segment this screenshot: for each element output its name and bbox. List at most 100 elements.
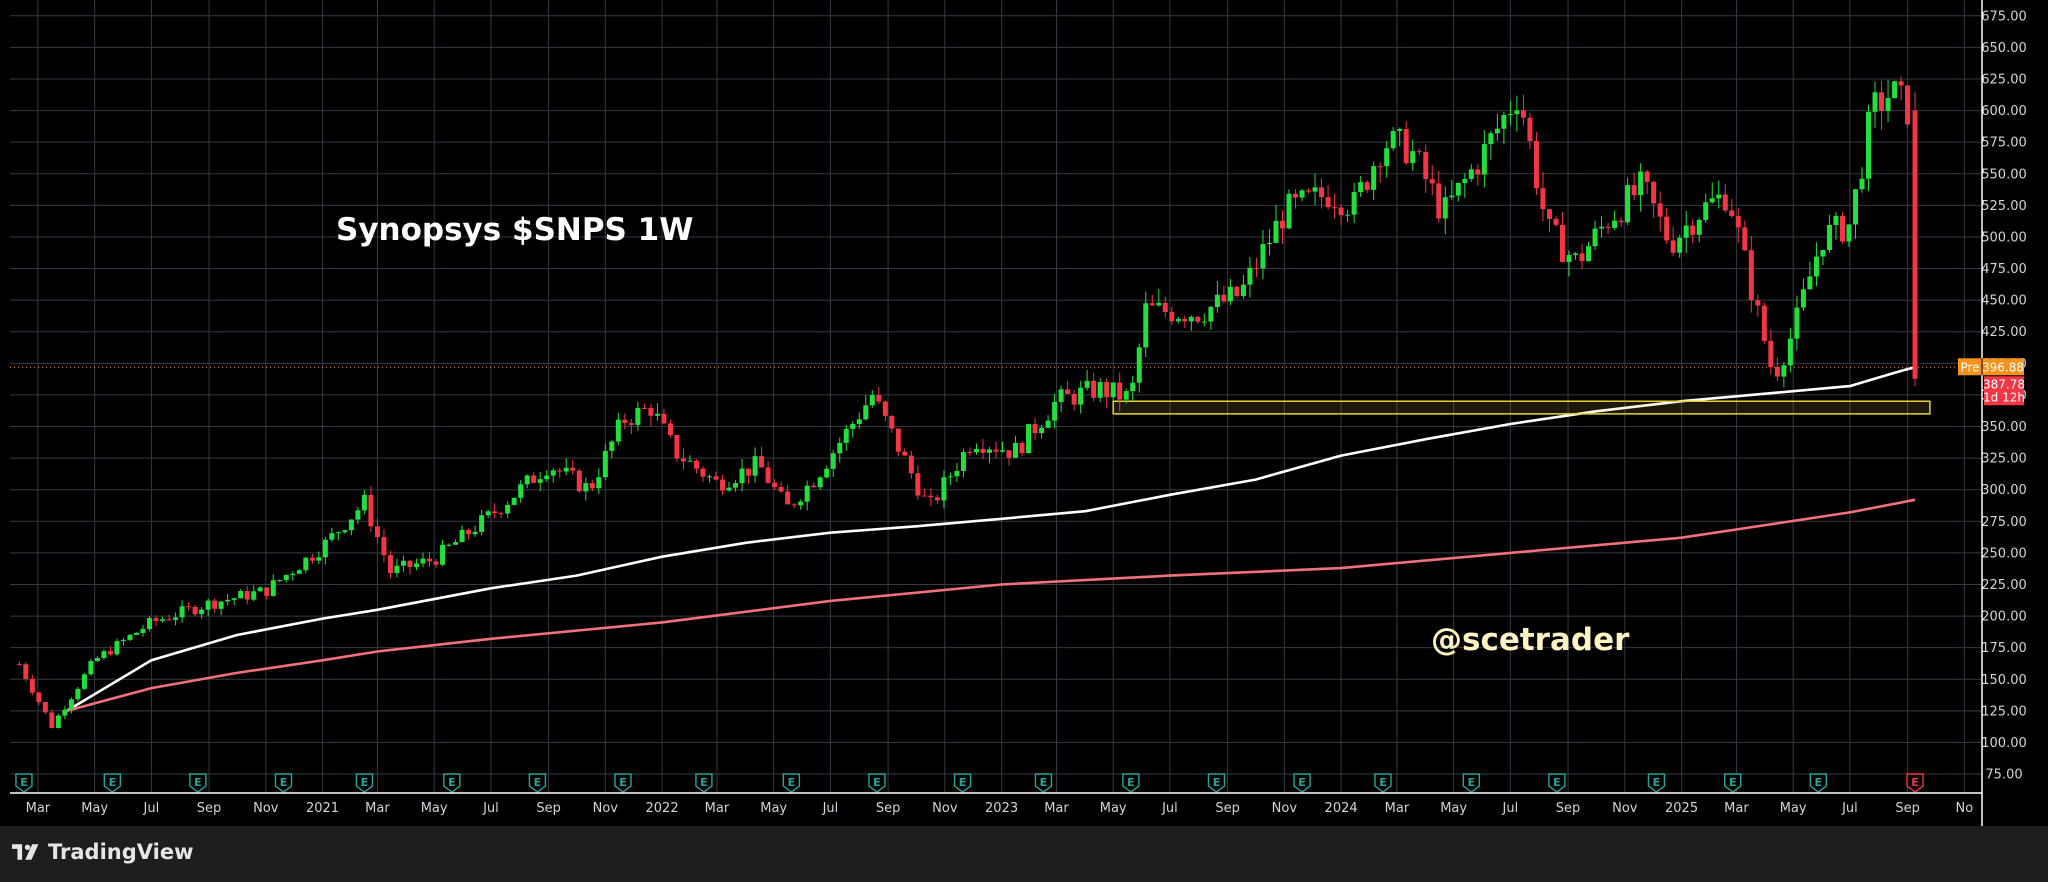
candle (329, 527, 335, 542)
y-tick-label: 475.00 (1981, 262, 2027, 277)
earnings-e-icon[interactable]: E (614, 773, 632, 793)
candle (166, 614, 172, 621)
candle (1045, 415, 1051, 429)
candle (960, 448, 966, 478)
moving-average-line (66, 498, 1916, 713)
x-tick-label: Sep (1215, 801, 1240, 816)
chart-grid (10, 0, 1982, 793)
time-axis[interactable]: Mar May Jul Sep Nov 2021 Mar May Jul Sep Nov 2022 Ma… (10, 792, 1982, 816)
candle (374, 518, 380, 543)
candle (1195, 315, 1201, 324)
earnings-e-icon[interactable]: E (782, 773, 801, 793)
candle (1520, 94, 1526, 126)
x-tick-label: Mar (365, 801, 390, 816)
earnings-e-icon[interactable]: E (1034, 773, 1053, 793)
candle (212, 598, 218, 613)
earnings-e-icon[interactable]: E (868, 773, 886, 793)
candle (1416, 148, 1422, 156)
y-tick-label: 100.00 (1981, 736, 2027, 751)
price-chart[interactable]: E E E E E E E E E E E E E E E E E E E E E E E 75.00 100.00 125.0… (0, 0, 2048, 826)
candle (693, 459, 699, 474)
earnings-e-icon[interactable]: E (103, 773, 122, 793)
earnings-e-icon[interactable]: E (189, 773, 207, 793)
candle (16, 661, 22, 666)
candle (733, 480, 739, 492)
candle (342, 529, 348, 534)
earnings-e-icon[interactable]: E (1647, 773, 1666, 793)
y-tick-label: 350.00 (1981, 420, 2027, 435)
candle (1253, 257, 1259, 278)
svg-text:E: E (1729, 776, 1737, 789)
candle (277, 579, 283, 583)
candle (1384, 140, 1390, 178)
earnings-e-icon[interactable]: E (274, 773, 293, 793)
candle (316, 551, 322, 565)
earnings-e-icon[interactable]: E (15, 773, 33, 793)
candle (824, 465, 830, 479)
earnings-e-icon[interactable]: E (695, 773, 713, 793)
candle (1208, 305, 1214, 330)
earnings-e-icon[interactable]: E (953, 773, 972, 793)
earnings-e-icon[interactable]: E (443, 773, 461, 793)
candle (1839, 212, 1845, 244)
candle (107, 646, 113, 656)
candle (427, 551, 433, 567)
candle (746, 468, 752, 484)
candle (1130, 375, 1136, 401)
candle (270, 574, 276, 597)
candle (387, 551, 393, 579)
earnings-e-icon[interactable]: E (1548, 773, 1566, 793)
earnings-e-icon[interactable]: E (1724, 773, 1742, 793)
candle (381, 529, 387, 563)
candle (531, 471, 537, 484)
candle (1403, 121, 1409, 166)
x-tick-label: Nov (932, 801, 958, 816)
earnings-e-icon[interactable]: E (355, 773, 374, 793)
candle (1787, 327, 1793, 373)
candle (1019, 441, 1025, 457)
earnings-e-icon[interactable]: E (1293, 773, 1311, 793)
candle (967, 447, 973, 457)
candle (114, 638, 120, 656)
candle (264, 587, 270, 600)
x-tick-label: Sep (1895, 801, 1920, 816)
x-tick-label: Nov (1612, 801, 1638, 816)
candle (615, 412, 621, 446)
candle (557, 468, 563, 478)
y-tick-label: 500.00 (1981, 230, 2027, 245)
candle (589, 479, 595, 492)
candle (1507, 100, 1513, 126)
candle (179, 600, 185, 623)
x-tick-label: 2021 (306, 801, 339, 816)
candle (765, 461, 771, 484)
candle (700, 466, 706, 482)
x-tick-label: Sep (876, 801, 901, 816)
moving-averages (66, 365, 1916, 713)
earnings-e-icon[interactable]: E (528, 773, 547, 793)
earnings-e-icon[interactable]: E (1462, 773, 1481, 793)
svg-text:E: E (1127, 776, 1135, 789)
candle (1872, 81, 1878, 128)
candle (1084, 369, 1090, 391)
candle (1794, 295, 1800, 351)
candle (1846, 224, 1852, 247)
x-tick-label: Jul (482, 801, 499, 816)
earnings-e-icon[interactable]: E (1207, 773, 1226, 793)
x-tick-label: May (81, 801, 108, 816)
candle (1136, 343, 1142, 393)
tradingview-brand[interactable]: TradingView (12, 840, 193, 864)
candle (1559, 212, 1565, 263)
candle (1247, 257, 1253, 298)
earnings-e-icon[interactable]: E (1809, 773, 1827, 793)
candle (101, 649, 107, 660)
candle (1514, 95, 1520, 132)
earnings-e-icon[interactable]: E (1374, 773, 1392, 793)
svg-text:E: E (20, 776, 28, 789)
earnings-e-icon[interactable]: E (1906, 773, 1924, 793)
earnings-e-icon[interactable]: E (1122, 773, 1140, 793)
candle (785, 484, 791, 505)
candle (726, 481, 732, 492)
candle (1481, 130, 1487, 188)
candle (225, 594, 231, 606)
